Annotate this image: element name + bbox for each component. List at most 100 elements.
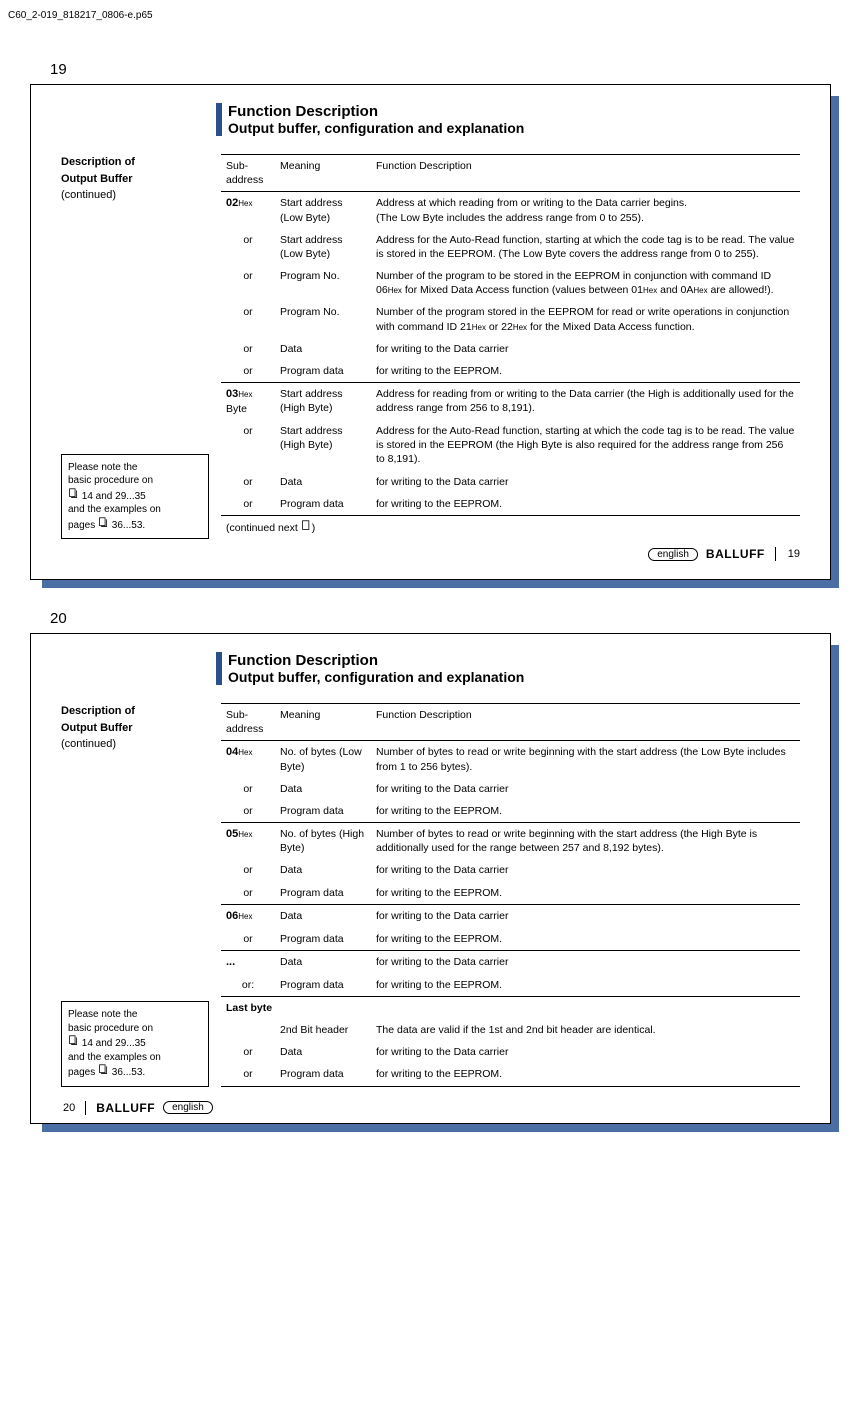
subaddress-value: or (221, 420, 275, 471)
table-row: 05Hex No. of bytes (High Byte) Number of… (221, 823, 800, 860)
page-ref-icon (98, 517, 109, 528)
sidebar-heading-continued: (continued) (61, 189, 116, 201)
table-row (221, 1086, 800, 1087)
subaddress-value: 03 (226, 388, 238, 400)
footer-page-number: 20 (63, 1102, 75, 1114)
table-row: or Start address (Low Byte) Address for … (221, 229, 800, 265)
table-row: ... Data for writing to the Data carrier (221, 950, 800, 973)
meaning-cell: Program No. (275, 301, 371, 337)
meaning-cell: Program data (275, 360, 371, 383)
description-cell: The data are valid if the 1st and 2nd bi… (371, 1019, 800, 1041)
subaddress-value: 04 (226, 746, 238, 758)
footer-page-number: 19 (788, 548, 800, 560)
note-line: Please note the (68, 462, 138, 473)
note-box: Please note the basic procedure on 14 an… (61, 454, 209, 540)
meaning-cell: Program data (275, 493, 371, 516)
table-row: (continued next ) (221, 515, 800, 539)
description-cell: for writing to the Data carrier (371, 338, 800, 360)
meaning-cell: No. of bytes (Low Byte) (275, 741, 371, 778)
note-line: 36...53. (109, 1067, 145, 1078)
table-row: or Program No. Number of the program sto… (221, 301, 800, 337)
meaning-cell: Data (275, 950, 371, 973)
divider (775, 547, 776, 561)
sidebar-heading-line2: Output Buffer (61, 173, 132, 185)
table-row: Last byte (221, 996, 800, 1019)
subaddress-value: 02 (226, 197, 238, 209)
table-row: 03HexByte Start address (High Byte) Addr… (221, 383, 800, 421)
description-cell: for writing to the Data carrier (371, 471, 800, 493)
table-row: or: Program data for writing to the EEPR… (221, 974, 800, 997)
description-cell: Address for reading from or writing to t… (371, 383, 800, 421)
description-cell: Address for the Auto-Read function, star… (371, 420, 800, 471)
page-footer: 20 BALLUFF english (61, 1101, 800, 1115)
subaddress-value: or (221, 928, 275, 951)
table-row: or Data for writing to the Data carrier (221, 338, 800, 360)
brand-logo: BALLUFF (96, 1101, 155, 1115)
table-row: 06Hex Data for writing to the Data carri… (221, 904, 800, 927)
table-row: or Program No. Number of the program to … (221, 265, 800, 301)
table-row: 04Hex No. of bytes (Low Byte) Number of … (221, 741, 800, 778)
subaddress-value: 06 (226, 910, 238, 922)
meaning-cell: Data (275, 1041, 371, 1063)
description-cell: Address for the Auto-Read function, star… (371, 229, 800, 265)
table-row: or Program data for writing to the EEPRO… (221, 360, 800, 383)
table-row: or Program data for writing to the EEPRO… (221, 493, 800, 516)
table-header: Function Description (371, 155, 800, 192)
meaning-cell: Start address (High Byte) (275, 420, 371, 471)
meaning-cell: Program data (275, 928, 371, 951)
table-row: or Program data for writing to the EEPRO… (221, 1063, 800, 1086)
table-row: or Program data for writing to the EEPRO… (221, 882, 800, 905)
subaddress-value: or (221, 229, 275, 265)
hex-subscript: Hex (238, 912, 252, 921)
subaddress-value: or (221, 338, 275, 360)
title-accent-bar (216, 652, 222, 685)
table-row: or Data for writing to the Data carrier (221, 778, 800, 800)
table-row: or Program data for writing to the EEPRO… (221, 800, 800, 823)
language-badge: english (163, 1101, 213, 1114)
table-row: 02Hex Start address (Low Byte) Address a… (221, 192, 800, 229)
output-buffer-table: Sub-address Meaning Function Description… (221, 703, 800, 1086)
table-header: Sub-address (221, 704, 275, 741)
description-cell: for writing to the EEPROM. (371, 882, 800, 905)
description-cell: for writing to the EEPROM. (371, 800, 800, 823)
meaning-cell: Data (275, 778, 371, 800)
page-card: Function Description Output buffer, conf… (30, 633, 831, 1123)
continued-text: (continued next (226, 522, 301, 534)
page-footer: english BALLUFF 19 (61, 547, 800, 561)
table-row: 2nd Bit header The data are valid if the… (221, 1019, 800, 1041)
description-cell: for writing to the EEPROM. (371, 974, 800, 997)
continued-text-end: ) (312, 522, 316, 534)
section-subtitle: Output buffer, configuration and explana… (228, 120, 524, 136)
table-row: or Program data for writing to the EEPRO… (221, 928, 800, 951)
table-row: or Start address (High Byte) Address for… (221, 420, 800, 471)
table-row: or Data for writing to the Data carrier (221, 859, 800, 881)
output-buffer-table: Sub-address Meaning Function Description… (221, 154, 800, 539)
subaddress-value: or (221, 360, 275, 383)
note-line: and the examples on (68, 504, 161, 515)
note-line: 36...53. (109, 520, 145, 531)
description-cell: for writing to the EEPROM. (371, 1063, 800, 1086)
sidebar-heading-line2: Output Buffer (61, 722, 132, 734)
brand-logo: BALLUFF (706, 547, 765, 561)
note-line: Please note the (68, 1009, 138, 1020)
note-line: 14 and 29...35 (79, 1038, 146, 1049)
note-line: pages (68, 520, 98, 531)
table-row: or Data for writing to the Data carrier (221, 1041, 800, 1063)
language-badge: english (648, 548, 698, 561)
subaddress-value: or (221, 471, 275, 493)
hex-subscript: Hex (238, 390, 252, 399)
note-line: basic procedure on (68, 475, 153, 486)
section-title: Function Description (228, 652, 524, 669)
subaddress-value (221, 1019, 275, 1041)
description-cell: for writing to the Data carrier (371, 950, 800, 973)
description-cell: for writing to the EEPROM. (371, 493, 800, 516)
page-card: Function Description Output buffer, conf… (30, 84, 831, 580)
description-cell: Number of bytes to read or write beginni… (371, 741, 800, 778)
page-ref-icon (98, 1064, 109, 1075)
subaddress-extra: Byte (226, 403, 247, 415)
continued-indicator: (continued next ) (221, 515, 800, 539)
page-number-upper: 19 (50, 61, 861, 78)
subaddress-value: or (221, 882, 275, 905)
meaning-cell: Program No. (275, 265, 371, 301)
sidebar-heading: Description of Output Buffer (continued) (61, 154, 209, 204)
